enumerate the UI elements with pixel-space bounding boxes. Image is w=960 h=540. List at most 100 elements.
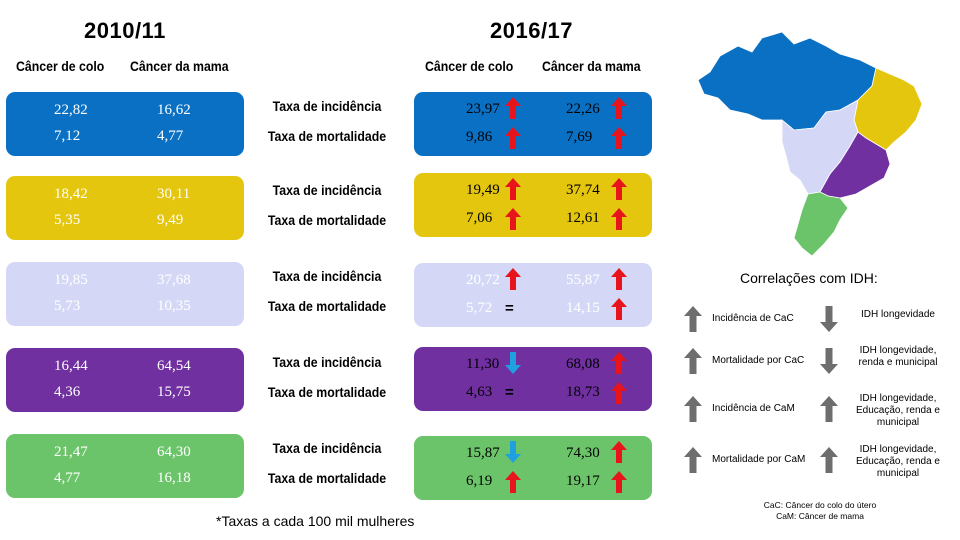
brazil-regions-map [697, 31, 923, 257]
gray-arrow-up-icon [684, 348, 702, 374]
value-mort-mama-2010: 9,49 [157, 212, 184, 228]
value-mort-mama-2016: 18,73 [566, 384, 600, 400]
region-box-2010 [6, 434, 244, 498]
gray-arrow-down-icon [820, 306, 838, 332]
value-inc-mama-2010: 64,30 [157, 444, 191, 460]
col-header-mama-left: Câncer da mama [130, 58, 229, 74]
incidence-label: Taxa de incidência [272, 440, 382, 456]
period-right-title: 2016/17 [490, 18, 574, 43]
legend-cac: CaC: Câncer do colo do útero [763, 500, 877, 510]
mortality-label: Taxa de mortalidade [267, 212, 387, 228]
mortality-label: Taxa de mortalidade [267, 298, 387, 314]
arrow-up-icon [611, 268, 627, 290]
value-inc-colo-2016: 15,87 [466, 445, 500, 461]
arrow-up-icon [611, 471, 627, 493]
correlation-idh: IDH longevidade, Educação, renda e munic… [856, 444, 940, 479]
value-mort-colo-2010: 7,12 [54, 128, 81, 144]
arrow-up-icon [505, 471, 521, 493]
equal-sign-mort-colo: = [505, 384, 514, 401]
value-mort-mama-2016: 14,15 [566, 300, 600, 316]
arrow-up-icon [611, 382, 627, 404]
region-box-2016 [414, 173, 652, 237]
correlation-idh: IDH longevidade, Educação, renda e munic… [856, 393, 940, 428]
region-box-2016 [414, 263, 652, 327]
value-inc-colo-2016: 20,72 [466, 272, 500, 288]
gray-arrow-up-icon [820, 396, 838, 422]
value-mort-colo-2010: 5,35 [54, 212, 81, 228]
gray-arrow-up-icon [684, 396, 702, 422]
gray-arrow-up-icon [820, 447, 838, 473]
value-mort-colo-2016: 4,63 [466, 384, 493, 400]
region-box-2010 [6, 348, 244, 412]
value-inc-mama-2016: 22,26 [566, 101, 600, 117]
value-mort-colo-2016: 5,72 [466, 300, 493, 316]
footnote: *Taxas a cada 100 mil mulheres [216, 513, 415, 529]
col-header-colo-right: Câncer de colo [425, 58, 514, 74]
value-inc-mama-2016: 68,08 [566, 356, 600, 372]
correlation-idh: IDH longevidade [861, 309, 935, 320]
correlations-title: Correlações com IDH: [740, 270, 878, 286]
arrow-up-icon [505, 268, 521, 290]
arrow-up-icon [611, 178, 627, 200]
arrow-up-icon [611, 352, 627, 374]
col-header-mama-right: Câncer da mama [542, 58, 641, 74]
correlation-indicator: Incidência de CaC [712, 313, 794, 324]
value-inc-colo-2010: 16,44 [54, 358, 88, 374]
incidence-label: Taxa de incidência [272, 98, 382, 114]
value-inc-colo-2016: 19,49 [466, 182, 500, 198]
value-inc-colo-2010: 21,47 [54, 444, 88, 460]
value-mort-mama-2010: 10,35 [157, 298, 191, 314]
arrow-down-icon [505, 441, 521, 463]
arrow-up-icon [611, 441, 627, 463]
arrow-down-icon [505, 352, 521, 374]
legend-cam: CaM: Câncer de mama [776, 511, 864, 521]
value-inc-colo-2010: 19,85 [54, 272, 88, 288]
correlation-idh: IDH longevidade, renda e municipal [858, 345, 938, 368]
correlation-indicator: Mortalidade por CaM [712, 454, 806, 465]
value-mort-colo-2016: 9,86 [466, 129, 493, 145]
period-left-title: 2010/11 [84, 18, 166, 43]
arrow-up-icon [505, 208, 521, 230]
arrow-up-icon [611, 127, 627, 149]
value-inc-mama-2010: 37,68 [157, 272, 191, 288]
value-mort-colo-2010: 4,77 [54, 470, 81, 486]
gray-arrow-up-icon [684, 306, 702, 332]
arrow-up-icon [611, 298, 627, 320]
mortality-label: Taxa de mortalidade [267, 128, 387, 144]
value-inc-mama-2016: 37,74 [566, 182, 600, 198]
incidence-label: Taxa de incidência [272, 268, 382, 284]
value-mort-mama-2016: 19,17 [566, 473, 600, 489]
mortality-label: Taxa de mortalidade [267, 470, 387, 486]
arrow-up-icon [505, 97, 521, 119]
region-box-2016 [414, 92, 652, 156]
arrow-up-icon [611, 97, 627, 119]
incidence-label: Taxa de incidência [272, 354, 382, 370]
value-inc-colo-2016: 23,97 [466, 101, 500, 117]
col-header-colo-left: Câncer de colo [16, 58, 105, 74]
arrow-up-icon [505, 127, 521, 149]
region-box-2016 [414, 436, 652, 500]
value-inc-mama-2010: 64,54 [157, 358, 191, 374]
value-mort-mama-2010: 15,75 [157, 384, 191, 400]
arrow-up-icon [505, 178, 521, 200]
region-box-2010 [6, 176, 244, 240]
incidence-label: Taxa de incidência [272, 182, 382, 198]
value-inc-colo-2010: 22,82 [54, 102, 88, 118]
correlation-indicator: Incidência de CaM [712, 403, 795, 414]
gray-arrow-down-icon [820, 348, 838, 374]
map-region-south [793, 191, 849, 257]
value-inc-mama-2016: 55,87 [566, 272, 600, 288]
value-inc-mama-2010: 16,62 [157, 102, 191, 118]
value-mort-mama-2016: 12,61 [566, 210, 600, 226]
region-box-2010 [6, 92, 244, 156]
value-mort-mama-2016: 7,69 [566, 129, 593, 145]
correlation-indicator: Mortalidade por CaC [712, 355, 805, 366]
value-inc-mama-2016: 74,30 [566, 445, 600, 461]
value-inc-mama-2010: 30,11 [157, 186, 191, 202]
value-inc-colo-2010: 18,42 [54, 186, 88, 202]
equal-sign-mort-colo: = [505, 300, 514, 317]
region-box-2016 [414, 347, 652, 411]
value-mort-colo-2016: 7,06 [466, 210, 493, 226]
arrow-up-icon [611, 208, 627, 230]
gray-arrow-up-icon [684, 447, 702, 473]
